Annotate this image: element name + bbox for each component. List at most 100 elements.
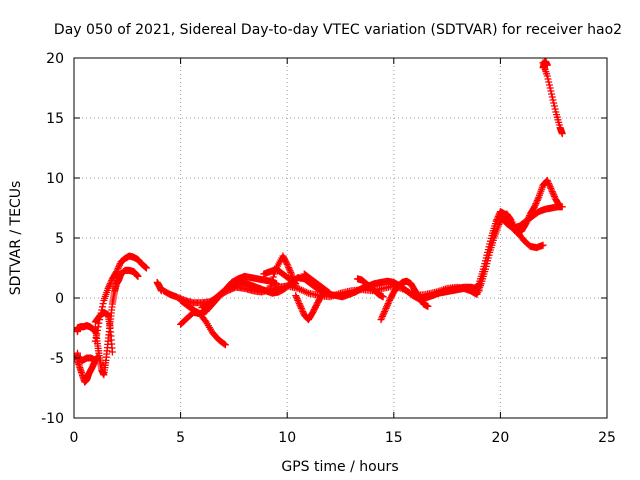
- data-point: [545, 181, 553, 189]
- data-point: [544, 75, 552, 83]
- data-point: [378, 312, 386, 320]
- plot-frame: [73, 57, 608, 419]
- series-trace-m: [260, 265, 300, 288]
- series-trace-q: [377, 277, 432, 324]
- data-point: [379, 293, 387, 301]
- data-point: [377, 316, 385, 324]
- data-point: [533, 196, 541, 204]
- y-tick-label: 15: [46, 111, 64, 127]
- x-tick-label: 5: [176, 430, 185, 446]
- tick-marks: [73, 57, 608, 419]
- x-tick-label: 20: [491, 430, 509, 446]
- y-tick-label: -5: [50, 351, 64, 367]
- data-point: [113, 268, 121, 276]
- series-trace-f: [91, 308, 116, 356]
- data-point: [113, 266, 121, 274]
- data-point: [292, 293, 300, 301]
- data-point: [294, 296, 302, 304]
- data-point: [325, 288, 333, 296]
- data-point: [221, 341, 229, 349]
- data-point: [531, 203, 539, 211]
- data-point: [380, 309, 388, 317]
- data-point: [104, 284, 112, 292]
- data-point: [378, 314, 386, 322]
- data-point: [533, 198, 541, 206]
- data-point: [115, 261, 123, 269]
- data-point: [531, 201, 539, 209]
- data-point: [547, 184, 555, 192]
- data-point: [285, 265, 293, 273]
- data-point: [532, 200, 540, 208]
- data-point: [383, 303, 391, 311]
- data-point: [549, 189, 557, 197]
- data-point: [326, 289, 334, 297]
- data-point: [548, 90, 556, 98]
- x-tick-label: 15: [385, 430, 403, 446]
- data-point: [546, 84, 554, 92]
- y-tick-label: 20: [46, 51, 64, 67]
- data-point: [282, 259, 290, 267]
- data-point: [105, 283, 113, 291]
- data-point: [379, 311, 387, 319]
- x-tick-label: 10: [278, 430, 296, 446]
- data-point: [558, 130, 566, 138]
- data-point: [544, 178, 552, 186]
- data-point: [107, 278, 115, 286]
- y-tick-label: 0: [55, 291, 64, 307]
- data-point: [285, 264, 293, 272]
- data-point: [295, 298, 303, 306]
- data-point: [543, 72, 551, 80]
- data-point: [539, 241, 547, 249]
- data-point: [548, 93, 556, 101]
- chart-title: Day 050 of 2021, Sidereal Day-to-day VTE…: [54, 22, 622, 38]
- data-point: [382, 304, 390, 312]
- data-point: [99, 300, 107, 308]
- data-point: [545, 78, 553, 86]
- series-trace-v: [539, 58, 551, 72]
- series-trace-c: [74, 352, 99, 364]
- data-point: [548, 188, 556, 196]
- y-tick-label: -10: [41, 411, 64, 427]
- data-point: [550, 191, 558, 199]
- data-point: [381, 308, 389, 316]
- x-axis-title: GPS time / hours: [281, 459, 398, 475]
- data-point: [317, 293, 325, 301]
- data-point: [286, 267, 294, 275]
- data-point: [543, 61, 551, 69]
- data-point: [299, 308, 307, 316]
- data-point: [297, 304, 305, 312]
- data-point: [106, 280, 114, 288]
- data-point: [550, 99, 558, 107]
- data-point: [292, 280, 300, 288]
- data-point: [114, 264, 122, 272]
- data-point: [534, 195, 542, 203]
- data-point: [98, 303, 106, 311]
- data-point: [385, 298, 393, 306]
- data-point: [293, 295, 301, 303]
- data-point: [298, 306, 306, 314]
- x-tick-label: 0: [70, 430, 79, 446]
- y-axis-title: SDTVAR / TECUs: [8, 181, 24, 296]
- data-point: [220, 340, 228, 348]
- series-trace-p: [354, 275, 387, 301]
- data-point: [268, 276, 276, 284]
- data-point: [284, 262, 292, 270]
- y-tick-label: 10: [46, 171, 64, 187]
- series-trace-a: [74, 322, 99, 336]
- data-point: [142, 264, 150, 272]
- data-point: [291, 279, 299, 287]
- data-point: [296, 301, 304, 309]
- data-point: [545, 180, 553, 188]
- data-point: [381, 306, 389, 314]
- data-point: [283, 260, 291, 268]
- data-point: [549, 96, 557, 104]
- series-trace-t: [496, 203, 566, 232]
- data-point: [543, 176, 551, 184]
- data-point: [383, 301, 391, 309]
- data-point: [269, 273, 277, 281]
- data-point: [134, 272, 142, 280]
- data-point: [292, 292, 300, 300]
- data-point: [384, 300, 392, 308]
- data-point: [474, 281, 482, 289]
